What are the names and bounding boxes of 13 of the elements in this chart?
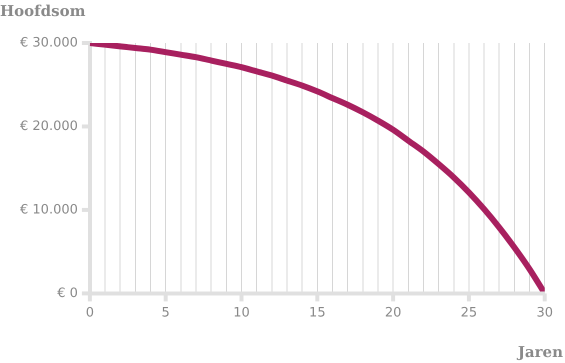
x-tick-label: 5 [162, 306, 170, 321]
y-tick-label: € 20.000 [20, 118, 78, 134]
x-tick-label: 15 [309, 306, 326, 321]
y-tick-label: € 10.000 [20, 202, 78, 218]
x-tick-label: 20 [384, 306, 402, 321]
y-tick-label: € 0 [57, 286, 78, 301]
x-axis-title: Jaren [518, 343, 563, 361]
x-tick-label: 0 [86, 306, 94, 321]
y-tick-label: € 30.000 [20, 35, 78, 50]
x-tick-label: 25 [460, 306, 478, 321]
x-tick-label: 10 [233, 306, 250, 321]
y-axis-title: Hoofdsom [0, 2, 86, 20]
x-tick-label: 30 [536, 306, 553, 321]
